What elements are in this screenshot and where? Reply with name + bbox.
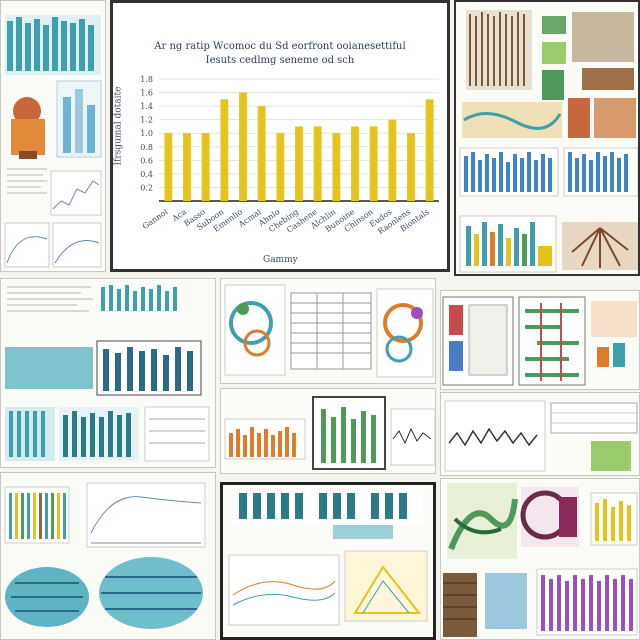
panel-center-graphics <box>221 279 436 384</box>
fibrous-sculpture-illustration <box>466 10 532 90</box>
data-table-thumbnail <box>291 293 371 369</box>
bar <box>164 133 172 201</box>
bar <box>370 126 378 201</box>
panel-middle-left <box>0 278 216 468</box>
green-terrain-illustration <box>447 483 517 559</box>
panel-middle-right-graphics <box>441 291 640 390</box>
diagram-layout-thumbnail <box>443 297 513 385</box>
panel-bottom-right <box>440 478 640 640</box>
y-tick-label: 0.8 <box>140 143 153 152</box>
panel-bottom-center-graphics <box>223 485 433 637</box>
y-tick-label: 1.8 <box>140 75 153 84</box>
textured-panel <box>572 12 634 62</box>
panel-top-left-graphics <box>1 1 106 272</box>
wave-line-chart <box>445 401 545 471</box>
panel-top-left <box>0 0 106 272</box>
panel-center-lower <box>220 388 436 474</box>
y-tick-label: 1.4 <box>140 102 153 111</box>
blue-swatch <box>485 573 527 629</box>
x-tick-label: Gannoi <box>141 207 170 231</box>
panel-bottom-center <box>220 482 436 640</box>
panel-right-lower-middle-graphics <box>441 393 640 476</box>
bar <box>314 126 322 201</box>
bar <box>388 120 396 201</box>
yellow-bar-thumbnail <box>591 493 637 545</box>
teal-coral-illustration-1 <box>5 567 89 627</box>
text-lines <box>7 287 93 311</box>
protein-structure-illustration-2 <box>377 289 433 377</box>
teal-ribbon-figure <box>5 15 101 75</box>
bar <box>220 99 228 201</box>
orange-bar-thumbnail <box>225 419 305 459</box>
green-tile-3 <box>542 70 564 100</box>
multicolor-stripe-figure <box>5 487 69 543</box>
sculpture-illustration <box>11 97 45 159</box>
panel-center-figures <box>220 278 436 384</box>
curve-plot-bottom-left <box>87 483 205 547</box>
bar <box>332 133 340 201</box>
bar <box>426 99 434 201</box>
map-illustration <box>462 98 636 138</box>
panel-bottom-right-graphics <box>441 479 640 640</box>
line-graph-bottom-center <box>229 555 339 625</box>
teal-wave-figure-1 <box>101 285 177 311</box>
line-chart-thumbnail <box>391 409 435 465</box>
teal-glyph-banner <box>233 489 423 539</box>
brown-texture-block <box>443 573 477 637</box>
main-chart-panel: Ar ng ratip Wcomoc du Sd eorfront ooiane… <box>110 0 450 272</box>
green-maze-illustration <box>519 297 585 385</box>
line-plot-thumb <box>51 171 101 215</box>
bar <box>276 133 284 201</box>
panel-bottom-left-graphics <box>1 473 216 640</box>
bar <box>407 133 415 201</box>
mixed-bar-thumbnail <box>460 216 556 272</box>
brown-strip <box>582 68 634 90</box>
triangle-diagram <box>345 551 427 621</box>
bar <box>258 106 266 201</box>
panel-middle-right <box>440 290 640 390</box>
machine-illustration <box>521 487 579 547</box>
bar <box>351 126 359 201</box>
protein-structure-illustration-1 <box>225 285 285 375</box>
y-tick-label: 1.6 <box>140 89 153 98</box>
y-tick-label: 0.2 <box>140 183 153 192</box>
text-block-lines <box>7 169 47 193</box>
teal-coral-illustration-2 <box>99 557 203 629</box>
small-table-thumbnail <box>551 403 637 471</box>
teal-panorama-figure <box>5 341 201 395</box>
small-bar-figure <box>57 81 101 157</box>
panel-middle-left-graphics <box>1 279 216 468</box>
bar <box>295 126 303 201</box>
green-bar-thumbnail <box>313 397 385 469</box>
small-figures-right <box>591 301 637 367</box>
panel-top-right <box>454 0 640 276</box>
root-illustration <box>562 222 638 270</box>
green-tile-2 <box>542 42 566 64</box>
blue-bar-thumbnail-1 <box>460 148 558 196</box>
panel-bottom-left <box>0 472 216 640</box>
bar <box>239 93 247 201</box>
green-tile-1 <box>542 16 566 34</box>
panel-top-right-graphics <box>456 2 640 276</box>
teal-stripe-figures <box>5 407 209 461</box>
blue-bar-thumbnail-2 <box>564 148 638 196</box>
y-tick-label: 0.6 <box>140 156 153 165</box>
y-tick-label: 1.2 <box>140 116 153 125</box>
panel-right-lower-middle <box>440 392 640 476</box>
bar <box>183 133 191 201</box>
y-tick-label: 1.0 <box>140 129 153 138</box>
y-tick-label: 0.4 <box>140 170 153 179</box>
bar <box>202 133 210 201</box>
x-axis-label: Gammy <box>263 255 298 265</box>
curve-plot-thumb <box>5 223 101 267</box>
purple-stripe-figure <box>537 569 637 635</box>
panel-center-lower-graphics <box>221 389 436 474</box>
